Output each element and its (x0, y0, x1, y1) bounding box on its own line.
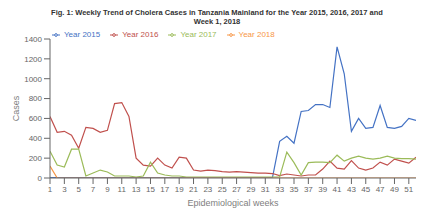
svg-text:43: 43 (347, 185, 356, 194)
svg-text:45: 45 (361, 185, 370, 194)
svg-text:0: 0 (38, 174, 43, 183)
svg-text:29: 29 (246, 185, 255, 194)
html-text:Week 1, 2018: Week 1, 2018 (193, 17, 241, 26)
svg-text:37: 37 (304, 185, 313, 194)
svg-text:35: 35 (290, 185, 299, 194)
svg-text:41: 41 (333, 185, 342, 194)
svg-text:5: 5 (76, 185, 81, 194)
svg-text:21: 21 (189, 185, 198, 194)
svg-text:27: 27 (232, 185, 241, 194)
svg-text:49: 49 (390, 185, 399, 194)
svg-text:51: 51 (404, 185, 413, 194)
svg-text:9: 9 (105, 185, 110, 194)
svg-text:400: 400 (29, 134, 43, 143)
svg-text:600: 600 (29, 114, 43, 123)
svg-text:3: 3 (62, 185, 67, 194)
svg-text:15: 15 (146, 185, 155, 194)
html-text:Year 2018: Year 2018 (238, 30, 275, 39)
svg-text:1: 1 (48, 185, 53, 194)
svg-text:1400: 1400 (24, 35, 42, 44)
svg-text:19: 19 (175, 185, 184, 194)
svg-text:11: 11 (118, 185, 127, 194)
svg-text:800: 800 (29, 94, 43, 103)
svg-text:33: 33 (275, 185, 284, 194)
svg-text:23: 23 (203, 185, 212, 194)
svg-text:31: 31 (261, 185, 270, 194)
svg-text:47: 47 (376, 185, 385, 194)
svg-text:Cases: Cases (11, 95, 21, 121)
html-text:Year 2015: Year 2015 (64, 30, 101, 39)
html-text:Fig. 1: Weekly Trend of Choler: Fig. 1: Weekly Trend of Cholera Cases in… (51, 8, 383, 17)
svg-text:1200: 1200 (24, 55, 42, 64)
html-text:Year 2017: Year 2017 (180, 30, 217, 39)
svg-text:1000: 1000 (24, 75, 42, 84)
svg-text:7: 7 (91, 185, 96, 194)
svg-text:13: 13 (132, 185, 141, 194)
svg-text:25: 25 (218, 185, 227, 194)
svg-text:Epidemiological weeks: Epidemiological weeks (187, 198, 279, 208)
svg-text:39: 39 (318, 185, 327, 194)
svg-text:200: 200 (29, 154, 43, 163)
html-text:Year 2016: Year 2016 (122, 30, 159, 39)
svg-text:17: 17 (160, 185, 169, 194)
